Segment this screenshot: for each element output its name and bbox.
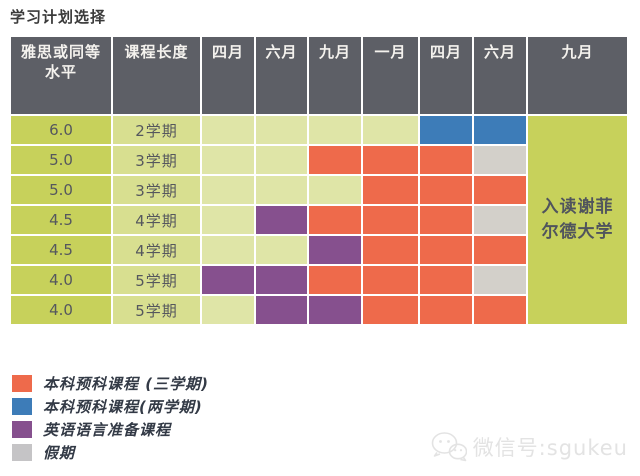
header-cell-7: 四月 bbox=[420, 37, 472, 114]
legend-item-holiday: 假期 bbox=[12, 443, 209, 462]
wechat-watermark: 微信号:sgukeu bbox=[431, 431, 628, 462]
month-cell-r1-c2 bbox=[256, 116, 307, 144]
month-cell-r4-c1 bbox=[202, 206, 254, 234]
legend-label-holiday: 假期 bbox=[43, 443, 76, 462]
month-cell-r2-c4 bbox=[363, 146, 418, 174]
header-cell-2: 课程长度 bbox=[113, 37, 200, 114]
month-cell-r1-c1 bbox=[202, 116, 254, 144]
legend-item-english: 英语语言准备课程 bbox=[12, 420, 209, 439]
university-entry-cell: 入读谢菲尔德大学 bbox=[528, 116, 627, 324]
legend-swatch-holiday bbox=[12, 443, 32, 461]
month-cell-r5-c6 bbox=[474, 236, 526, 264]
legend: 本科预科课程 (三学期) 本科预科课程(两学期) 英语语言准备课程 假期 bbox=[12, 374, 209, 462]
legend-swatch-two bbox=[12, 397, 32, 415]
header-cell-5: 九月 bbox=[309, 37, 361, 114]
month-cell-r6-c6 bbox=[474, 266, 526, 294]
month-cell-r1-c3 bbox=[309, 116, 361, 144]
month-cell-r7-c3 bbox=[309, 296, 361, 324]
header-cell-4: 六月 bbox=[256, 37, 307, 114]
legend-label-three: 本科预科课程 (三学期) bbox=[43, 374, 209, 393]
ielts-level-cell: 4.5 bbox=[11, 206, 111, 234]
month-cell-r7-c5 bbox=[420, 296, 472, 324]
month-cell-r2-c5 bbox=[420, 146, 472, 174]
header-cell-6: 一月 bbox=[363, 37, 418, 114]
study-plan-table: 雅思或同等水平 课程长度 四月 六月 九月 一月 四月 六月 九月 6.0 2学期 5.0 3学期 5.0… bbox=[11, 37, 627, 324]
course-length-cell: 3学期 bbox=[113, 146, 200, 174]
wechat-id-label: 微信号:sgukeu bbox=[472, 435, 628, 460]
month-cell-r5-c5 bbox=[420, 236, 472, 264]
ielts-level-cell: 4.0 bbox=[11, 266, 111, 294]
course-length-cell: 4学期 bbox=[113, 236, 200, 264]
legend-swatch-three bbox=[12, 374, 32, 392]
month-cell-r2-c3 bbox=[309, 146, 361, 174]
legend-label-two: 本科预科课程(两学期) bbox=[43, 397, 203, 416]
course-length-cell: 2学期 bbox=[113, 116, 200, 144]
month-cell-r5-c3 bbox=[309, 236, 361, 264]
header-cell-3: 四月 bbox=[202, 37, 254, 114]
course-length-cell: 5学期 bbox=[113, 296, 200, 324]
header-cell-9: 九月 bbox=[528, 37, 627, 114]
course-length-cell: 5学期 bbox=[113, 266, 200, 294]
month-cell-r6-c2 bbox=[256, 266, 307, 294]
ielts-level-cell: 6.0 bbox=[11, 116, 111, 144]
legend-swatch-english bbox=[12, 420, 32, 438]
month-cell-r4-c2 bbox=[256, 206, 307, 234]
month-cell-r2-c2 bbox=[256, 146, 307, 174]
wechat-icon bbox=[431, 432, 467, 462]
legend-item-two: 本科预科课程(两学期) bbox=[12, 397, 209, 416]
month-cell-r1-c5 bbox=[420, 116, 472, 144]
ielts-level-cell: 4.5 bbox=[11, 236, 111, 264]
month-cell-r3-c3 bbox=[309, 176, 361, 204]
month-cell-r7-c2 bbox=[256, 296, 307, 324]
course-length-cell: 4学期 bbox=[113, 206, 200, 234]
ielts-level-cell: 5.0 bbox=[11, 146, 111, 174]
month-cell-r3-c4 bbox=[363, 176, 418, 204]
header-cell-8: 六月 bbox=[474, 37, 526, 114]
month-cell-r3-c1 bbox=[202, 176, 254, 204]
month-cell-r5-c4 bbox=[363, 236, 418, 264]
month-cell-r6-c1 bbox=[202, 266, 254, 294]
month-cell-r1-c4 bbox=[363, 116, 418, 144]
month-cell-r6-c4 bbox=[363, 266, 418, 294]
month-cell-r6-c3 bbox=[309, 266, 361, 294]
ielts-level-cell: 4.0 bbox=[11, 296, 111, 324]
month-cell-r4-c4 bbox=[363, 206, 418, 234]
month-cell-r2-c1 bbox=[202, 146, 254, 174]
month-cell-r3-c2 bbox=[256, 176, 307, 204]
header-cell-1: 雅思或同等水平 bbox=[11, 37, 111, 114]
month-cell-r7-c6 bbox=[474, 296, 526, 324]
month-cell-r2-c6 bbox=[474, 146, 526, 174]
month-cell-r7-c1 bbox=[202, 296, 254, 324]
month-cell-r1-c6 bbox=[474, 116, 526, 144]
month-cell-r4-c3 bbox=[309, 206, 361, 234]
month-cell-r4-c5 bbox=[420, 206, 472, 234]
month-cell-r5-c1 bbox=[202, 236, 254, 264]
page-title: 学习计划选择 bbox=[10, 8, 107, 26]
legend-label-english: 英语语言准备课程 bbox=[43, 420, 172, 439]
month-cell-r4-c6 bbox=[474, 206, 526, 234]
month-cell-r3-c5 bbox=[420, 176, 472, 204]
course-length-cell: 3学期 bbox=[113, 176, 200, 204]
legend-item-three: 本科预科课程 (三学期) bbox=[12, 374, 209, 393]
month-cell-r3-c6 bbox=[474, 176, 526, 204]
ielts-level-cell: 5.0 bbox=[11, 176, 111, 204]
month-cell-r6-c5 bbox=[420, 266, 472, 294]
month-cell-r7-c4 bbox=[363, 296, 418, 324]
month-cell-r5-c2 bbox=[256, 236, 307, 264]
